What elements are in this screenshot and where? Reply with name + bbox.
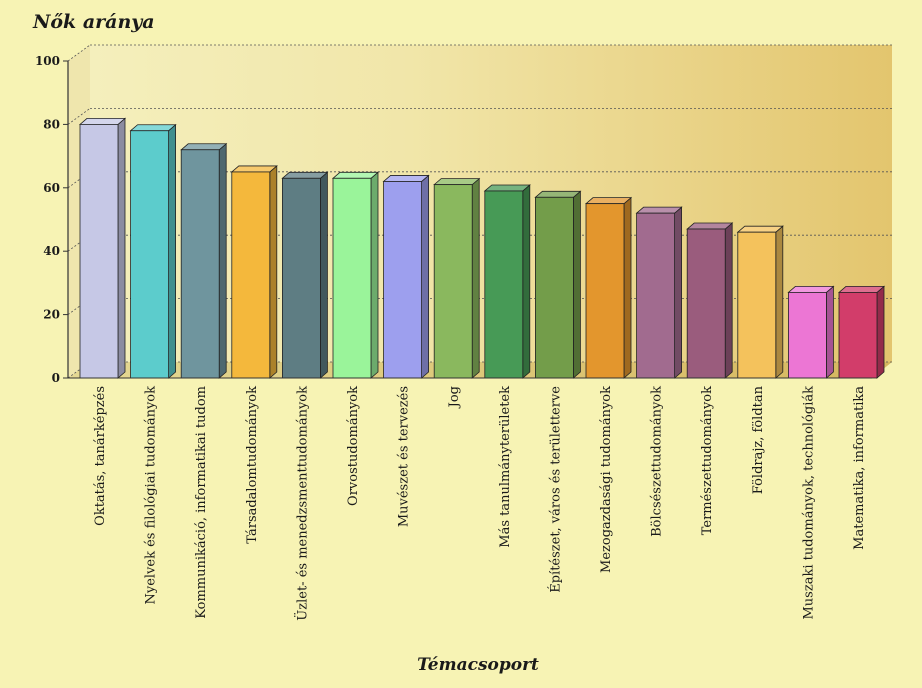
bar bbox=[382, 174, 430, 379]
x-axis-title: Témacsoport bbox=[417, 655, 539, 675]
x-tick-label: Orvostudományok bbox=[346, 386, 361, 506]
x-axis: Oktatás, tanárképzés Nyelvek és filológia… bbox=[68, 377, 872, 621]
bar-side bbox=[168, 123, 177, 379]
bar-side bbox=[674, 206, 682, 379]
bar-front bbox=[686, 228, 726, 379]
bar bbox=[129, 123, 177, 379]
bar-side bbox=[218, 142, 227, 379]
bar-side bbox=[269, 165, 278, 379]
x-tick-label: Muvészet és tervezés bbox=[397, 386, 412, 527]
x-tick-label: Muszaki tudományok, technológiák bbox=[801, 386, 816, 620]
y-tick-label: 0 bbox=[52, 371, 60, 385]
bar-front bbox=[636, 212, 675, 379]
bar-top bbox=[433, 178, 481, 186]
gridline-depth bbox=[67, 298, 91, 315]
bar-side bbox=[471, 177, 480, 379]
bar bbox=[180, 142, 228, 379]
bar-top bbox=[837, 286, 886, 293]
bar-front bbox=[788, 292, 827, 379]
bar bbox=[230, 165, 278, 379]
bar-side bbox=[319, 171, 328, 379]
bar-top bbox=[483, 184, 531, 192]
bar-front bbox=[484, 190, 524, 379]
chart-title: Nők aránya bbox=[32, 11, 155, 33]
bar-top bbox=[736, 225, 784, 233]
bar-front bbox=[737, 231, 777, 379]
bar bbox=[736, 225, 784, 379]
y-tick-label: 100 bbox=[35, 54, 60, 68]
bar bbox=[281, 171, 329, 379]
x-tick-label: Bölcsészettudományok bbox=[650, 386, 665, 537]
y-tick-label: 80 bbox=[43, 117, 60, 131]
x-tick-label: Kommunikáció, informatikai tudom bbox=[194, 386, 209, 619]
bar-side bbox=[623, 196, 632, 379]
x-tick-label: Nyelvek és filológiai tudományok bbox=[144, 386, 159, 605]
bar bbox=[78, 117, 127, 379]
y-axis: 0 20 40 60 80 100 bbox=[35, 54, 69, 385]
bar-side bbox=[775, 225, 784, 379]
y-tick-label: 40 bbox=[43, 244, 60, 258]
bar-front bbox=[433, 184, 473, 379]
bar bbox=[534, 190, 582, 379]
x-tick-label: Üzlet- és menedzsmenttudományok bbox=[293, 386, 310, 621]
bar bbox=[837, 285, 886, 379]
bar bbox=[686, 222, 734, 379]
x-tick-label: Más tanulmányterületek bbox=[498, 386, 513, 548]
bar bbox=[483, 184, 531, 379]
bar bbox=[433, 177, 481, 379]
bar-top bbox=[331, 171, 380, 179]
x-tick-label: Építészet, város és területterve bbox=[547, 386, 563, 593]
bar-side bbox=[522, 184, 531, 379]
bar-top bbox=[281, 171, 329, 179]
bar bbox=[331, 171, 380, 379]
x-tick-label: Jog bbox=[447, 386, 462, 409]
y-tick-label: 60 bbox=[43, 181, 60, 195]
x-tick-label: Természettudományok bbox=[700, 386, 715, 535]
bar-side bbox=[573, 190, 581, 379]
bar-top bbox=[686, 222, 734, 230]
x-tick-label: Földrajz, földtan bbox=[751, 385, 766, 494]
bar-front bbox=[180, 149, 220, 379]
bar-front bbox=[79, 124, 119, 379]
bar-top bbox=[787, 286, 835, 293]
y-tick-label: 20 bbox=[43, 308, 60, 322]
bar bbox=[635, 206, 683, 379]
gridline-depth bbox=[67, 234, 91, 252]
bar-top bbox=[180, 143, 228, 151]
bar-side bbox=[421, 174, 430, 379]
gridline-depth bbox=[67, 361, 91, 379]
bar bbox=[787, 285, 835, 379]
bar-front bbox=[130, 130, 170, 379]
bar-top bbox=[382, 175, 430, 182]
bar-top bbox=[129, 124, 177, 132]
bar-side bbox=[876, 285, 885, 379]
x-tick-label: Matematika, informatika bbox=[852, 386, 867, 550]
bar-front bbox=[535, 196, 574, 379]
bar-front bbox=[281, 177, 321, 379]
bar-front bbox=[383, 181, 423, 379]
x-tick-label: Mezogazdasági tudományok bbox=[599, 386, 614, 573]
bar-top bbox=[230, 165, 278, 173]
bar-front bbox=[332, 177, 372, 379]
bar-side bbox=[724, 222, 733, 379]
bar-top bbox=[635, 206, 683, 214]
bar-top bbox=[534, 190, 582, 198]
bar-top bbox=[78, 118, 127, 125]
bar bbox=[584, 196, 633, 379]
bar-side bbox=[826, 285, 834, 379]
x-tick-label: Oktatás, tanárképzés bbox=[93, 386, 108, 526]
bar-top bbox=[584, 197, 633, 205]
gridline-depth bbox=[67, 44, 91, 62]
bar-front bbox=[231, 171, 271, 379]
bar-side bbox=[370, 171, 379, 379]
bar-front bbox=[585, 203, 625, 379]
bar-side bbox=[117, 117, 126, 379]
bar-front bbox=[838, 292, 878, 379]
x-tick-label: Társadalomtudományok bbox=[245, 386, 260, 544]
gridline-depth bbox=[67, 171, 91, 189]
gridline-depth bbox=[67, 108, 91, 125]
